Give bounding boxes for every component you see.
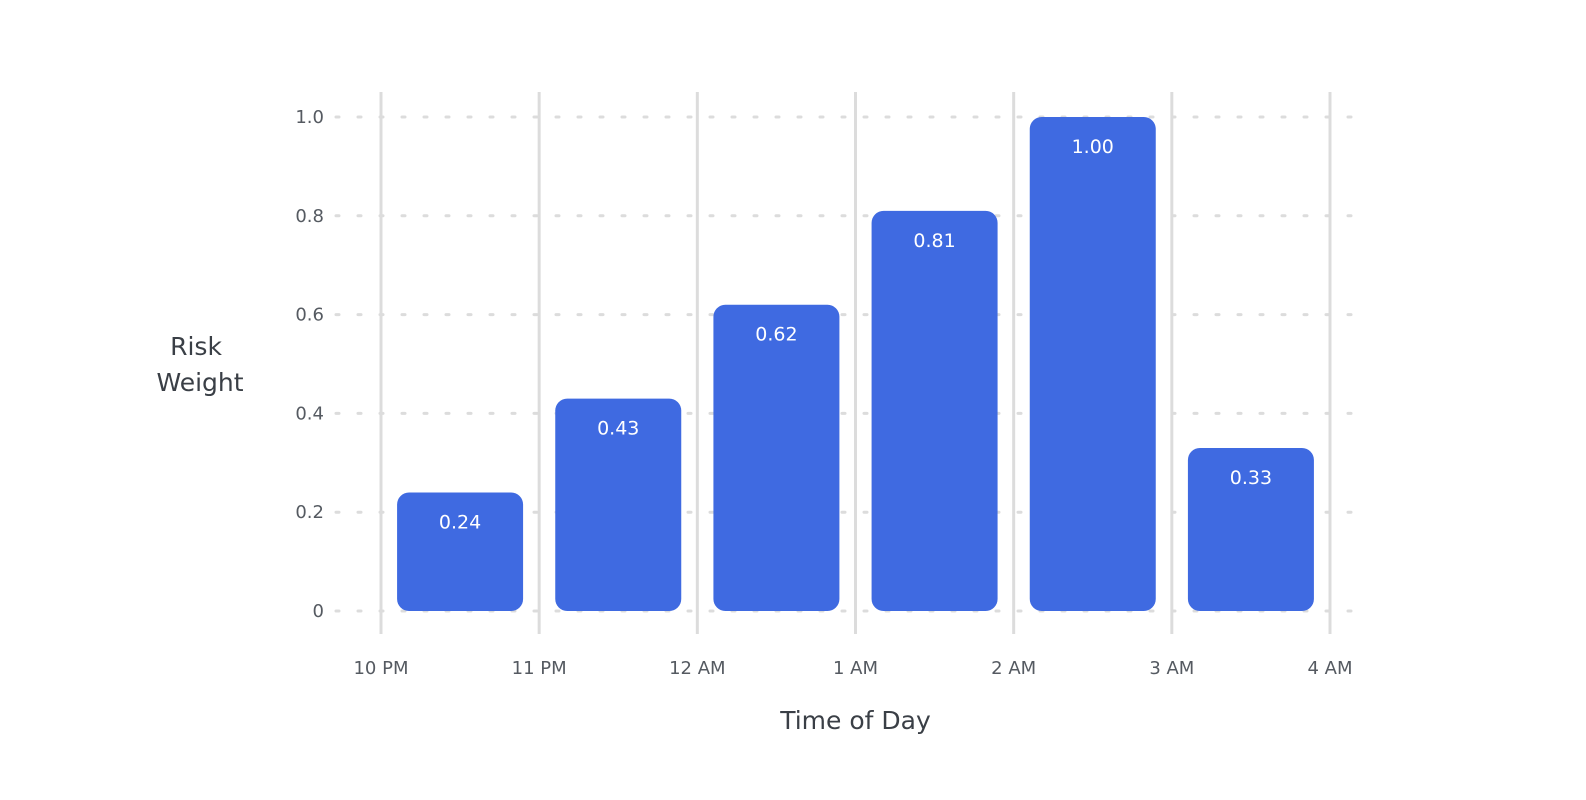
bars — [397, 117, 1314, 612]
x-axis-ticks: 10 PM 11 PM 12 AM 1 AM 2 AM 3 AM 4 AM — [353, 658, 1352, 679]
data-label: 0.81 — [913, 230, 955, 252]
x-tick-label: 11 PM — [512, 658, 567, 679]
y-axis-title: Risk Weight — [156, 332, 243, 397]
x-tick-label: 1 AM — [833, 658, 878, 679]
data-labels: 0.24 0.43 0.62 0.81 1.00 0.33 — [439, 136, 1272, 533]
bar — [713, 304, 840, 611]
data-label: 0.24 — [439, 511, 481, 533]
y-tick-label: 0.8 — [295, 206, 324, 227]
y-axis-ticks: 0 0.2 0.4 0.6 0.8 1.0 — [295, 107, 324, 622]
data-label: 0.33 — [1230, 467, 1272, 489]
x-tick-label: 3 AM — [1149, 658, 1194, 679]
bar — [1029, 117, 1156, 611]
y-tick-label: 1.0 — [295, 107, 324, 128]
bar — [397, 492, 524, 611]
y-tick-label: 0.6 — [295, 305, 324, 326]
x-axis-title: Time of Day — [779, 706, 931, 735]
bar — [1187, 447, 1314, 611]
x-tick-label: 12 AM — [669, 658, 725, 679]
y-tick-label: 0.4 — [295, 403, 324, 424]
y-tick-label: 0 — [313, 601, 324, 622]
x-tick-label: 4 AM — [1307, 658, 1352, 679]
x-tick-label: 2 AM — [991, 658, 1036, 679]
y-axis-title-line: Risk — [170, 332, 222, 361]
bar — [555, 398, 682, 611]
y-axis-title-line: Weight — [156, 368, 243, 397]
data-label: 1.00 — [1072, 136, 1114, 158]
x-tick-label: 10 PM — [353, 658, 408, 679]
y-tick-label: 0.2 — [295, 502, 324, 523]
data-label: 0.43 — [597, 418, 639, 440]
bar — [871, 210, 998, 612]
data-label: 0.62 — [755, 324, 797, 346]
